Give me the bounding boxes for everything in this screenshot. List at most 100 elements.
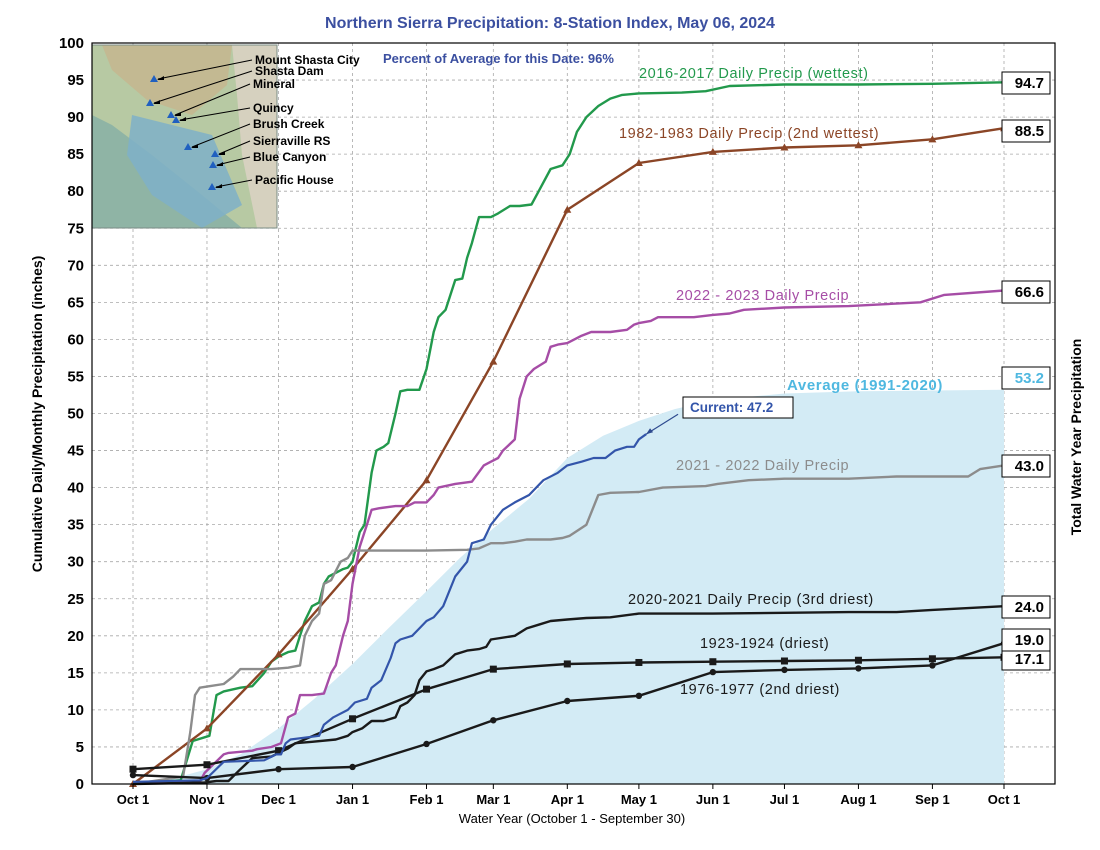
y-tick-label: 0 <box>76 776 84 793</box>
y-tick-label: 100 <box>59 35 84 52</box>
x-tick-label: Sep 1 <box>915 792 950 807</box>
x-tick-label: May 1 <box>621 792 657 807</box>
series-label: 2021 - 2022 Daily Precip <box>676 458 849 474</box>
series-label: 2020-2021 Daily Precip (3rd driest) <box>628 592 874 608</box>
total-value: 24.0 <box>1015 599 1044 616</box>
x-tick-label: Oct 1 <box>988 792 1021 807</box>
station-marker <box>184 143 192 150</box>
y-tick-label: 35 <box>67 517 84 534</box>
series-line <box>132 81 1005 786</box>
station-arrowhead <box>215 184 222 188</box>
x-axis-label: Water Year (October 1 - September 30) <box>459 811 685 826</box>
y-tick-label: 10 <box>67 702 84 719</box>
station-marker <box>208 183 216 190</box>
data-point <box>709 668 717 676</box>
x-tick-label: Jul 1 <box>770 792 800 807</box>
station-marker <box>146 99 154 106</box>
data-point <box>564 697 571 705</box>
y-tick-label: 60 <box>67 331 84 348</box>
series-label: 2022 - 2023 Daily Precip <box>676 288 849 304</box>
total-box <box>1001 595 1051 619</box>
x-tick-label: Apr 1 <box>551 792 584 807</box>
y-tick-label: 75 <box>67 220 84 237</box>
series-lines <box>129 81 1008 787</box>
current-label-box <box>682 396 794 419</box>
data-point <box>634 159 643 167</box>
x-tick-label: Oct 1 <box>117 792 150 807</box>
station-arrowhead <box>179 117 186 121</box>
current-line <box>132 433 647 783</box>
data-point <box>275 765 282 773</box>
station-pointer <box>174 83 251 116</box>
station-pointer <box>157 59 253 80</box>
data-point <box>202 724 211 732</box>
total-value: 17.1 <box>1015 651 1044 668</box>
data-point <box>275 747 283 755</box>
data-point <box>780 657 788 665</box>
current-callout-arrow <box>646 428 654 435</box>
data-point <box>929 662 936 669</box>
y-tick-label: 90 <box>67 109 84 126</box>
x-tick-label: Mar 1 <box>476 792 510 807</box>
data-point <box>423 685 431 693</box>
series-line <box>132 464 1005 786</box>
station-label: Mount Shasta City <box>255 53 360 67</box>
series-line <box>132 289 1005 784</box>
data-point <box>854 141 863 149</box>
total-value: 43.0 <box>1015 458 1044 475</box>
total-box <box>1001 119 1051 143</box>
y-tick-label: 30 <box>67 554 84 571</box>
data-point <box>563 660 571 668</box>
data-point <box>422 476 431 484</box>
station-marker <box>167 111 175 118</box>
current-label: Current: 47.2 <box>690 400 773 415</box>
data-point <box>129 765 137 773</box>
x-tick-label: Dec 1 <box>261 792 296 807</box>
station-arrowhead <box>218 151 225 155</box>
station-label: Shasta Dam <box>255 64 324 78</box>
data-point <box>423 740 430 748</box>
data-point <box>781 666 788 674</box>
y-tick-label: 65 <box>67 294 84 311</box>
series-label: 1982-1983 Daily Precip (2nd wettest) <box>619 126 879 142</box>
average-total-box <box>1001 366 1051 390</box>
x-tick-label: Aug 1 <box>840 792 876 807</box>
y-tick-label: 40 <box>67 480 84 497</box>
station-label: Brush Creek <box>253 117 325 131</box>
station-pointer <box>191 123 251 148</box>
station-marker <box>172 116 180 123</box>
total-box <box>1001 71 1051 95</box>
data-point <box>709 658 717 666</box>
y-tick-label: 20 <box>67 628 84 645</box>
average-label: Average (1991-2020) <box>787 377 943 394</box>
data-point <box>780 143 789 151</box>
x-tick-label: Jun 1 <box>696 792 730 807</box>
y-tick-label: 50 <box>67 406 84 423</box>
station-arrowhead <box>216 162 223 166</box>
axes: 0 5 10 15 20 25 30 35 40 45 50 55 60 65 70 75 80 85 90 95 10… <box>59 35 1056 807</box>
data-point <box>708 147 717 155</box>
chart-subtitle: Percent of Average for this Date: 96% <box>383 51 614 66</box>
total-box <box>1001 628 1051 652</box>
data-point <box>635 658 643 666</box>
map-mountains <box>102 45 232 115</box>
chart-title: Northern Sierra Precipitation: 8-Station… <box>325 15 775 32</box>
data-point <box>928 655 936 663</box>
station-pointer <box>179 107 251 121</box>
x-tick-label: Nov 1 <box>189 792 224 807</box>
data-point <box>855 665 862 672</box>
y-tick-label: 85 <box>67 146 84 163</box>
data-point <box>490 717 497 724</box>
data-point <box>489 665 497 673</box>
station-arrowhead <box>157 76 164 80</box>
y-tick-label: 15 <box>67 665 84 682</box>
series-label: 1976-1977 (2nd driest) <box>680 682 840 698</box>
station-arrowhead <box>153 100 160 104</box>
station-marker <box>211 150 219 157</box>
series-label: 1923-1924 (driest) <box>700 636 829 652</box>
series-label: 2016-2017 Daily Precip (wettest) <box>639 66 869 82</box>
average-area <box>133 389 1004 784</box>
y-axis-label-right: Total Water Year Precipitation <box>1068 339 1084 536</box>
y-axis-label: Cumulative Daily/Monthly Precipitation (… <box>29 256 45 573</box>
